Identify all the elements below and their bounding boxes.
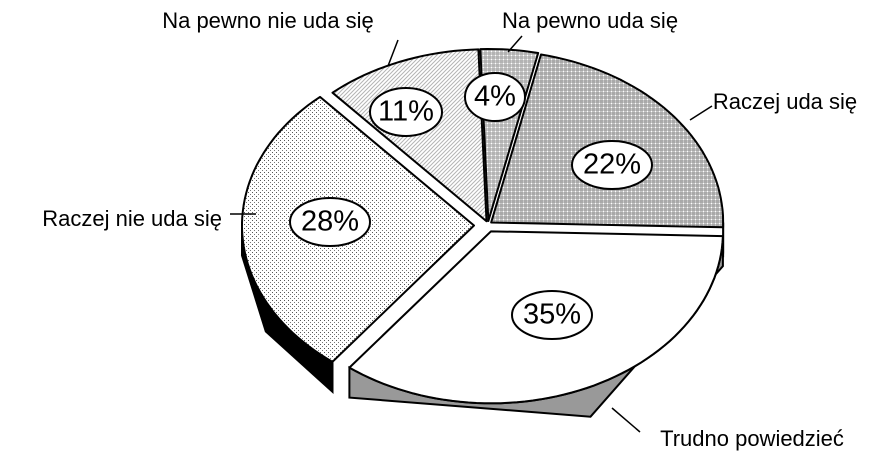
slice-label: Raczej nie uda się <box>42 206 222 231</box>
slice-label: Na pewno nie uda się <box>162 8 374 33</box>
value-label: 22% <box>583 149 641 181</box>
slice-label: Na pewno uda się <box>502 8 678 33</box>
leader-line <box>690 106 712 120</box>
slice-label: Trudno powiedzieć <box>660 426 844 451</box>
slice-label: Raczej uda się <box>713 89 857 114</box>
value-label: 28% <box>301 206 359 238</box>
value-label: 11% <box>378 96 434 128</box>
value-label: 35% <box>523 299 581 331</box>
value-label: 4% <box>474 81 516 113</box>
leader-line <box>612 408 640 432</box>
